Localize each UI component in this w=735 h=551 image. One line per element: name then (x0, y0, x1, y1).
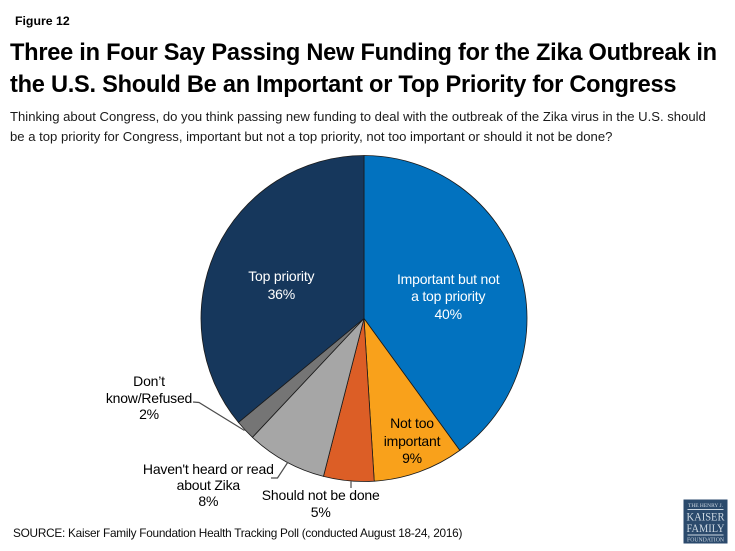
svg-text:FOUNDATION: FOUNDATION (687, 537, 724, 544)
svg-text:FAMILY: FAMILY (687, 523, 726, 535)
svg-text:THE HENRY J.: THE HENRY J. (688, 503, 724, 509)
svg-text:KAISER: KAISER (687, 512, 725, 524)
